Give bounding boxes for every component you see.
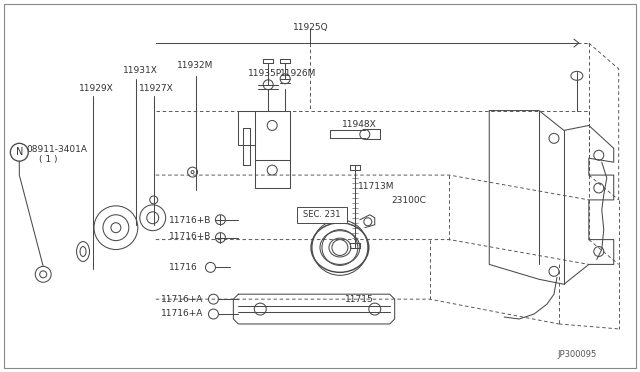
Text: N: N — [15, 147, 23, 157]
Text: 11948X: 11948X — [342, 121, 377, 129]
Text: JP300095: JP300095 — [557, 350, 596, 359]
Text: 11929X: 11929X — [79, 84, 114, 93]
Text: ( 1 ): ( 1 ) — [39, 155, 58, 164]
Text: 11716: 11716 — [169, 263, 197, 272]
FancyBboxPatch shape — [4, 4, 636, 368]
Text: 11932M: 11932M — [177, 61, 213, 70]
FancyBboxPatch shape — [297, 207, 347, 223]
Text: 11716+A: 11716+A — [161, 295, 203, 304]
Text: 11716+A: 11716+A — [161, 309, 203, 318]
Text: SEC. 231: SEC. 231 — [303, 210, 340, 219]
Text: 23100C: 23100C — [392, 196, 427, 205]
Text: 11716+B: 11716+B — [169, 216, 211, 225]
Text: 11931X: 11931X — [123, 66, 157, 75]
Text: 11935P: 11935P — [248, 69, 282, 78]
Text: 11927X: 11927X — [139, 84, 173, 93]
Text: 11715: 11715 — [345, 295, 374, 304]
Text: 11925Q: 11925Q — [293, 23, 329, 32]
Text: 11716+B: 11716+B — [169, 232, 211, 241]
Text: 11713M: 11713M — [358, 182, 394, 191]
Text: 08911-3401A: 08911-3401A — [26, 145, 87, 154]
Text: 11926M: 11926M — [280, 69, 317, 78]
Circle shape — [191, 171, 194, 174]
